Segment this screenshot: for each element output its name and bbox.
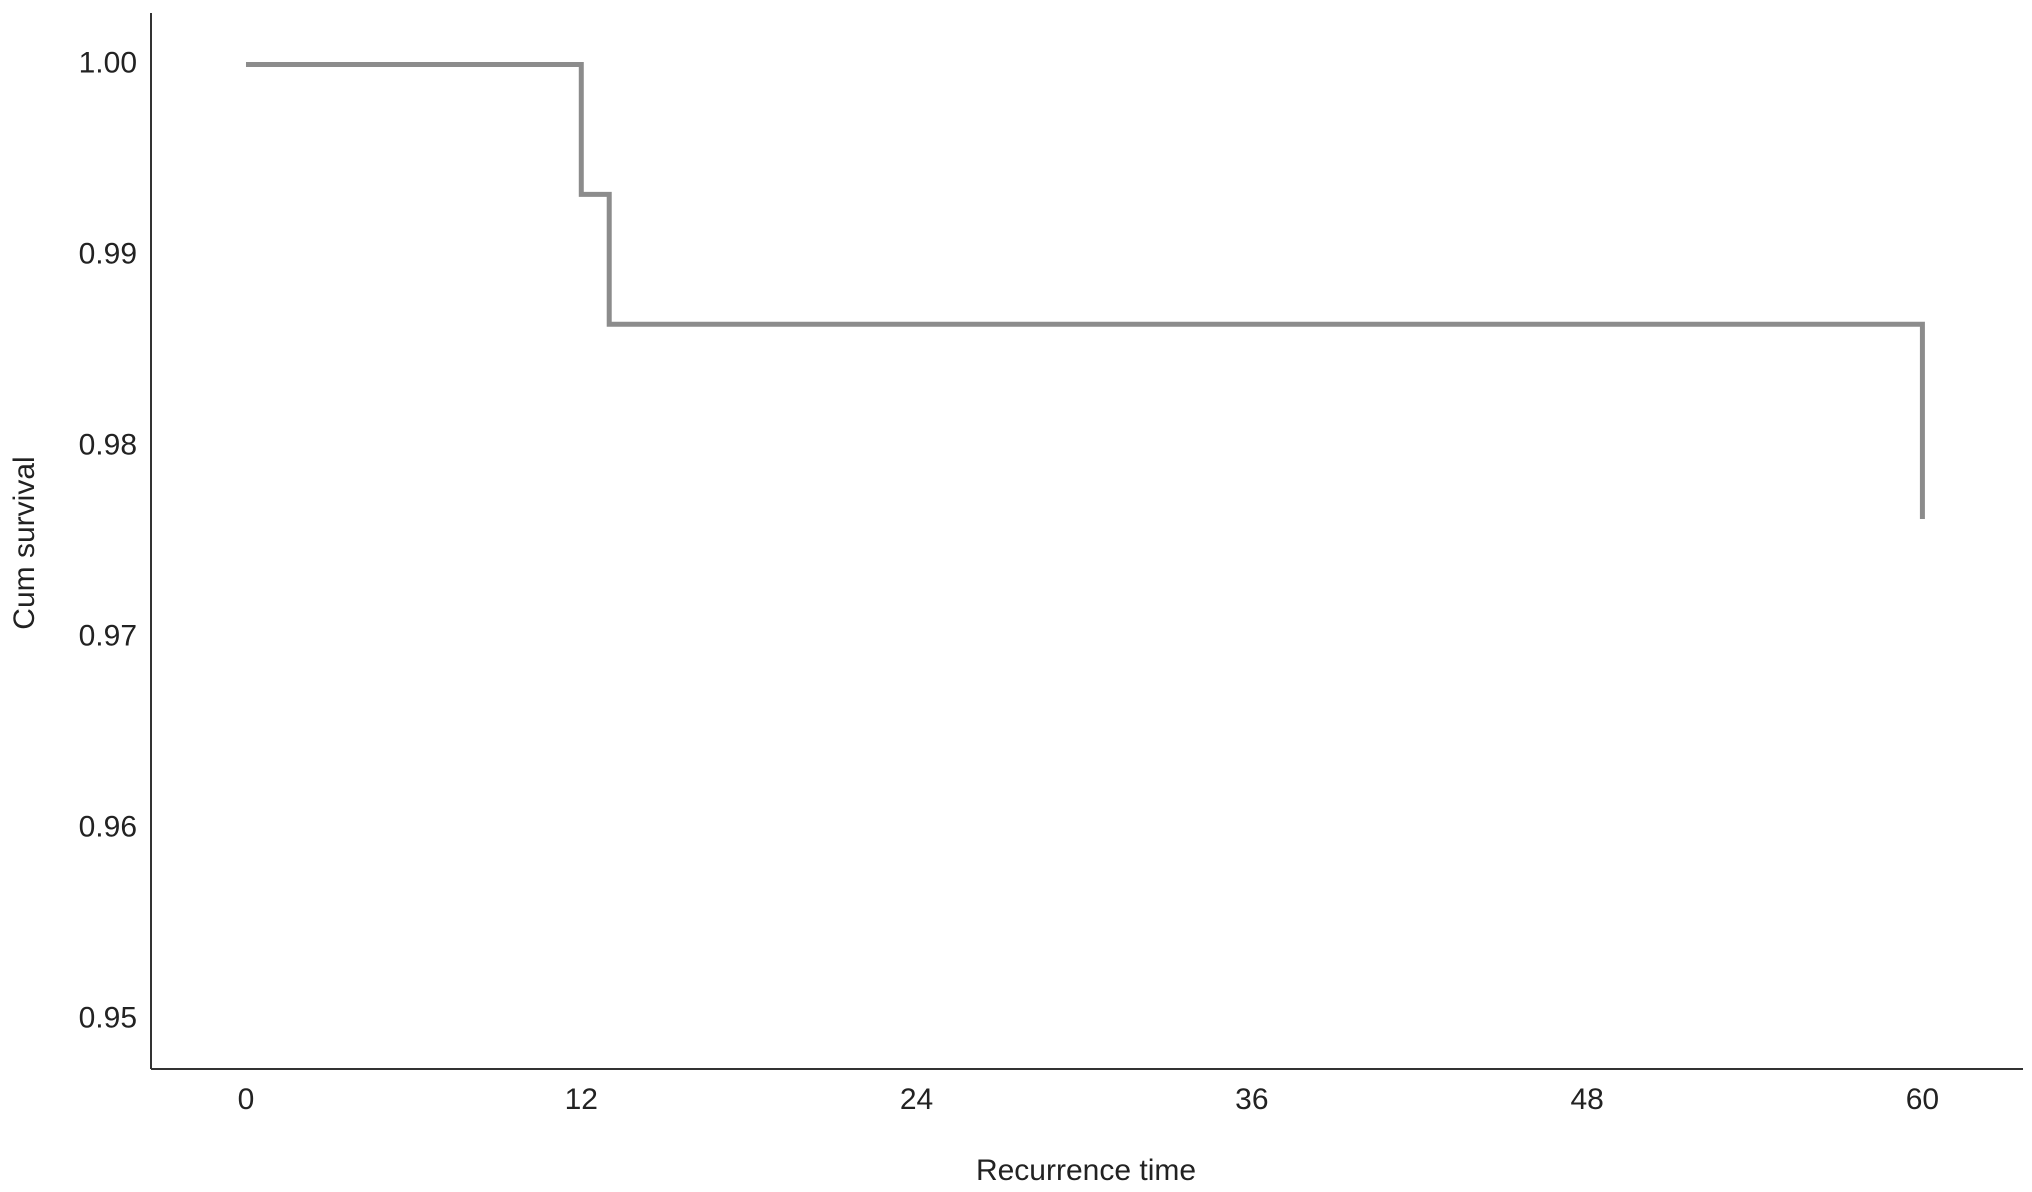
y-tick-label: 0.99: [79, 237, 137, 270]
y-tick-label: 1.00: [79, 46, 137, 79]
survival-line: [245, 62, 1925, 520]
x-axis-title: Recurrence time: [976, 1154, 1196, 1187]
y-tick-label: 0.97: [79, 619, 137, 652]
y-axis-title: Cum survival: [8, 456, 41, 629]
x-tick-label: 12: [565, 1083, 598, 1116]
y-tick-label: 0.98: [79, 428, 137, 461]
y-tick-label: 0.95: [79, 1001, 137, 1034]
x-tick-label: 36: [1235, 1083, 1268, 1116]
x-tick-label: 24: [900, 1083, 933, 1116]
x-tick-label: 60: [1906, 1083, 1939, 1116]
y-tick-label: 0.96: [79, 810, 137, 843]
x-tick-label: 0: [238, 1083, 255, 1116]
x-tick-label: 48: [1570, 1083, 1603, 1116]
